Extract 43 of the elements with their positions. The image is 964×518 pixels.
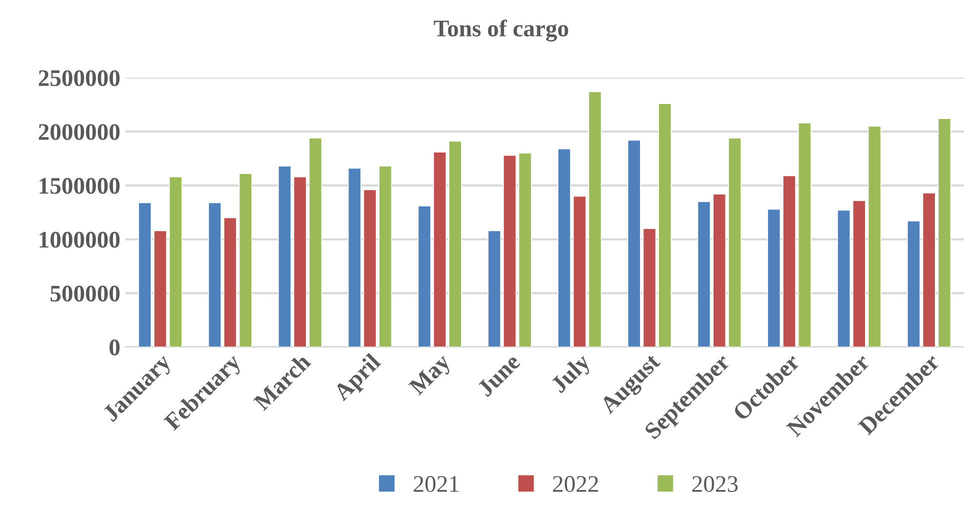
bar: [138, 202, 152, 348]
bar: [658, 103, 672, 348]
bar: [627, 140, 641, 348]
legend-label: 2023: [692, 476, 738, 492]
y-tick-label: 1500000: [40, 178, 120, 194]
bar: [208, 202, 222, 348]
bar: [697, 201, 711, 348]
bar: [868, 126, 882, 348]
bar: [572, 196, 586, 348]
bar: [837, 210, 850, 348]
bar: [906, 220, 920, 348]
bar: [728, 138, 742, 348]
bar: [154, 230, 167, 348]
bar: [433, 152, 447, 348]
y-tick-label: 2500000: [38, 70, 120, 86]
bar: [767, 208, 781, 348]
bar: [168, 176, 182, 348]
bar: [488, 230, 502, 348]
y-tick-label: 2000000: [38, 124, 120, 140]
bar: [712, 194, 726, 348]
bar: [852, 200, 866, 348]
bar: [588, 91, 602, 348]
bar: [223, 217, 237, 348]
x-tick-label: May: [408, 352, 455, 400]
bar: [518, 152, 532, 348]
bar: [418, 205, 432, 348]
bar: [503, 154, 516, 348]
bar: [448, 140, 462, 348]
bar: [642, 228, 656, 348]
bar: [558, 148, 571, 348]
x-tick-label: June: [476, 353, 522, 398]
bar: [378, 166, 392, 348]
legend-label: 2022: [553, 476, 598, 492]
bar: [798, 122, 812, 348]
y-tick-label: 500000: [50, 286, 120, 302]
legend-label: 2021: [414, 476, 459, 492]
y-tick-label: 1000000: [40, 232, 120, 248]
x-tick-label: July: [550, 352, 595, 397]
bar: [238, 173, 252, 348]
chart-title: Tons of cargo: [434, 20, 568, 42]
bar: [782, 175, 796, 348]
y-tick-label: 0: [110, 340, 120, 356]
bar: [278, 166, 292, 348]
